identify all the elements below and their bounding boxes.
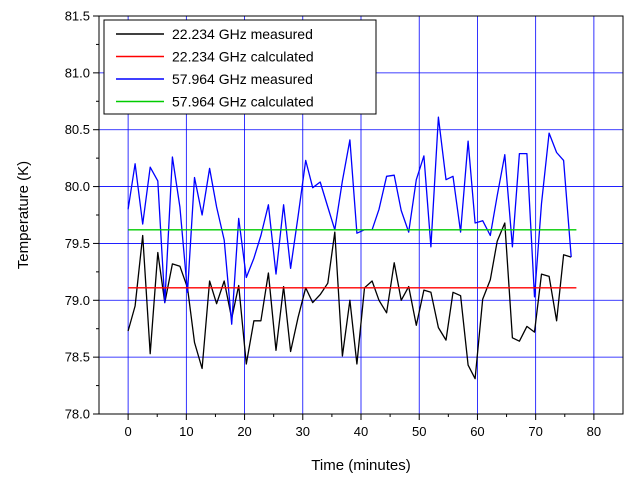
x-tick-label: 0: [124, 424, 131, 439]
y-tick-label: 79.0: [65, 293, 90, 308]
legend-item: 57.964 GHz measured: [116, 71, 313, 87]
y-tick-label: 78.5: [65, 350, 90, 365]
y-tick-label: 80.5: [65, 122, 90, 137]
x-tick-label: 50: [412, 424, 426, 439]
axis-ticks: [93, 15, 595, 420]
legend-label: 57.964 GHz calculated: [172, 94, 314, 110]
legend-label: 22.234 GHz measured: [172, 26, 313, 42]
y-tick-label: 81.5: [65, 9, 90, 24]
x-tick-label: 20: [237, 424, 251, 439]
series-1: [127, 222, 572, 380]
y-axis-title: Temperature (K): [15, 161, 32, 269]
x-tick-label: 40: [354, 424, 368, 439]
series-line: [127, 222, 572, 380]
x-tick-label: 70: [528, 424, 542, 439]
series-3: [127, 116, 572, 325]
legend-item: 22.234 GHz measured: [116, 26, 313, 42]
axis-tick-labels: 0 10 20 30 40 50 60 70 80 78.0 78.5 79.0 79.5 80.0 80.…: [65, 9, 601, 440]
series-layer: [127, 116, 577, 380]
legend-label: 22.234 GHz calculated: [172, 49, 314, 65]
x-axis-title: Time (minutes): [311, 457, 410, 474]
legend-box: [103, 19, 377, 115]
x-tick-label: 30: [296, 424, 310, 439]
x-tick-label: 10: [179, 424, 193, 439]
y-tick-label: 78.0: [65, 407, 90, 422]
legend-item: 57.964 GHz calculated: [116, 94, 314, 110]
legend-item: 22.234 GHz calculated: [116, 49, 314, 65]
y-tick-label: 80.0: [65, 179, 90, 194]
y-tick-label: 79.5: [65, 236, 90, 251]
legend: 22.234 GHz measured 22.234 GHz calculated…: [103, 19, 377, 115]
legend-label: 57.964 GHz measured: [172, 71, 313, 87]
y-tick-label: 81.0: [65, 65, 90, 80]
x-tick-label: 60: [470, 424, 484, 439]
x-tick-label: 80: [587, 424, 601, 439]
series-line: [127, 116, 572, 325]
